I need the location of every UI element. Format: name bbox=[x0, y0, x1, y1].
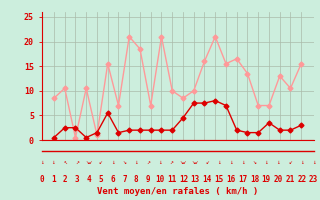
Text: ↗: ↗ bbox=[75, 160, 79, 164]
Text: ↓: ↓ bbox=[276, 160, 280, 164]
Text: ↗: ↗ bbox=[170, 160, 173, 164]
Text: 2: 2 bbox=[63, 176, 68, 184]
Text: 8: 8 bbox=[134, 176, 139, 184]
Text: 18: 18 bbox=[250, 176, 259, 184]
Text: 10: 10 bbox=[155, 176, 164, 184]
Text: Vent moyen/en rafales ( km/h ): Vent moyen/en rafales ( km/h ) bbox=[97, 188, 258, 196]
Text: ↘: ↘ bbox=[123, 160, 126, 164]
Text: 16: 16 bbox=[226, 176, 236, 184]
Text: 21: 21 bbox=[285, 176, 295, 184]
Text: ↓: ↓ bbox=[134, 160, 138, 164]
Text: 20: 20 bbox=[274, 176, 283, 184]
Text: ↘↙: ↘↙ bbox=[85, 160, 93, 164]
Text: ↘↙: ↘↙ bbox=[180, 160, 187, 164]
Text: 19: 19 bbox=[262, 176, 271, 184]
Text: 3: 3 bbox=[75, 176, 79, 184]
Text: ↗: ↗ bbox=[146, 160, 150, 164]
Text: 22: 22 bbox=[297, 176, 306, 184]
Text: ↙: ↙ bbox=[205, 160, 209, 164]
Text: ↓: ↓ bbox=[312, 160, 316, 164]
Text: ↓: ↓ bbox=[217, 160, 221, 164]
Text: 1: 1 bbox=[51, 176, 56, 184]
Text: 7: 7 bbox=[122, 176, 127, 184]
Text: 12: 12 bbox=[179, 176, 188, 184]
Text: ↙: ↙ bbox=[288, 160, 292, 164]
Text: ↓: ↓ bbox=[300, 160, 304, 164]
Text: 0: 0 bbox=[39, 176, 44, 184]
Text: ↓: ↓ bbox=[229, 160, 233, 164]
Text: 13: 13 bbox=[191, 176, 200, 184]
Text: ↓: ↓ bbox=[111, 160, 115, 164]
Text: 15: 15 bbox=[214, 176, 224, 184]
Text: ↓: ↓ bbox=[52, 160, 55, 164]
Text: ↓: ↓ bbox=[40, 160, 44, 164]
Text: ↙: ↙ bbox=[99, 160, 103, 164]
Text: 11: 11 bbox=[167, 176, 176, 184]
Text: ↓: ↓ bbox=[264, 160, 268, 164]
Text: 4: 4 bbox=[87, 176, 91, 184]
Text: 5: 5 bbox=[99, 176, 103, 184]
Text: ↓: ↓ bbox=[241, 160, 244, 164]
Text: ↘: ↘ bbox=[252, 160, 256, 164]
Text: 23: 23 bbox=[309, 176, 318, 184]
Text: 9: 9 bbox=[146, 176, 150, 184]
Text: ↓: ↓ bbox=[158, 160, 162, 164]
Text: 14: 14 bbox=[203, 176, 212, 184]
Text: 17: 17 bbox=[238, 176, 247, 184]
Text: ↖: ↖ bbox=[63, 160, 67, 164]
Text: ↘↙: ↘↙ bbox=[192, 160, 199, 164]
Text: 6: 6 bbox=[110, 176, 115, 184]
